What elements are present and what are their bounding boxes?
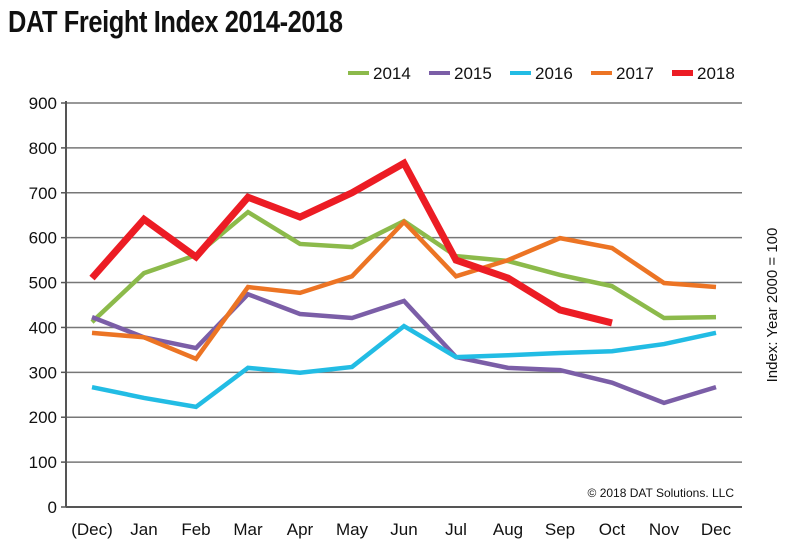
x-tick-label: Sep — [545, 520, 575, 539]
y-axis-label: Index: Year 2000 = 100 — [764, 228, 781, 383]
legend-label: 2018 — [697, 64, 735, 83]
x-tick-label: Nov — [649, 520, 680, 539]
legend-label: 2014 — [373, 64, 411, 83]
y-tick-label: 900 — [29, 94, 57, 113]
series-line-2017 — [91, 218, 717, 362]
y-tick-label: 200 — [29, 408, 57, 427]
x-tick-label: Oct — [599, 520, 626, 539]
x-tick-label: Jun — [390, 520, 417, 539]
chart-title: DAT Freight Index 2014-2018 — [8, 4, 343, 39]
x-tick-label: Jul — [445, 520, 467, 539]
y-tick-label: 600 — [29, 229, 57, 248]
y-tick-label: 300 — [29, 363, 57, 382]
x-tick-label: Apr — [287, 520, 314, 539]
x-tick-label: Dec — [701, 520, 732, 539]
y-tick-label: 800 — [29, 139, 57, 158]
x-tick-label: Mar — [233, 520, 263, 539]
x-tick-label: Aug — [493, 520, 523, 539]
series-line-2018 — [89, 158, 613, 327]
x-tick-label: Jan — [130, 520, 157, 539]
y-tick-label: 400 — [29, 318, 57, 337]
series-line-2015 — [91, 291, 717, 406]
x-tick-label: (Dec) — [71, 520, 113, 539]
legend-label: 2015 — [454, 64, 492, 83]
series-line-2014 — [90, 209, 717, 324]
y-tick-label: 700 — [29, 184, 57, 203]
copyright-annotation: © 2018 DAT Solutions. LLC — [588, 486, 735, 500]
x-tick-label: Feb — [181, 520, 210, 539]
y-tick-label: 0 — [48, 498, 57, 517]
x-tick-label: May — [336, 520, 369, 539]
y-tick-label: 500 — [29, 274, 57, 293]
legend-label: 2016 — [535, 64, 573, 83]
legend-label: 2017 — [616, 64, 654, 83]
y-tick-label: 100 — [29, 453, 57, 472]
series-line-2016 — [91, 323, 717, 410]
